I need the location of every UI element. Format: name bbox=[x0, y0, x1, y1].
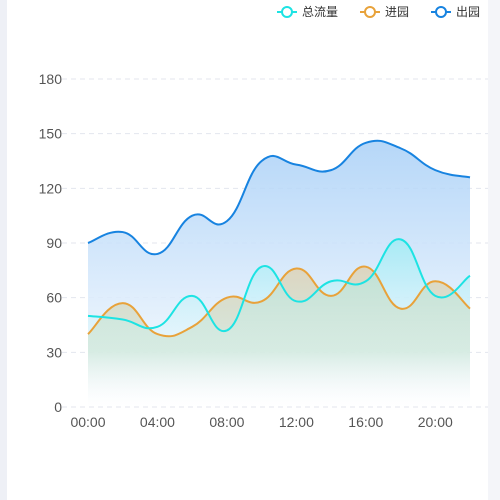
legend-line-circle-icon bbox=[276, 5, 297, 18]
legend: 总流量 进园 出园 bbox=[276, 3, 480, 20]
y-tick-label: 120 bbox=[39, 180, 63, 196]
series-lines bbox=[87, 139, 471, 338]
y-tick-label: 0 bbox=[54, 399, 62, 415]
y-tick-label: 150 bbox=[39, 126, 63, 142]
right-edge-strip bbox=[488, 0, 500, 500]
y-tick-label: 180 bbox=[39, 71, 63, 87]
y-tick-label: 90 bbox=[46, 235, 62, 251]
legend-item-total[interactable]: 总流量 bbox=[276, 3, 338, 20]
axes: 0 30 60 90 120 150 180 00:00 04:00 08:00 12:00 16:0… bbox=[39, 71, 488, 430]
y-tick-label: 60 bbox=[46, 290, 62, 306]
series-out-line bbox=[87, 139, 471, 256]
x-tick-label: 12:00 bbox=[279, 414, 314, 430]
left-edge-strip bbox=[0, 0, 7, 500]
series-in-line bbox=[87, 265, 471, 338]
x-tick-label: 08:00 bbox=[209, 414, 244, 430]
x-tick-label: 20:00 bbox=[418, 414, 453, 430]
series-total-area bbox=[88, 239, 470, 407]
x-tick-label: 00:00 bbox=[70, 414, 105, 430]
legend-item-out[interactable]: 出园 bbox=[430, 3, 480, 20]
legend-label: 进园 bbox=[384, 5, 409, 19]
legend-label: 出园 bbox=[455, 5, 480, 19]
legend-line-circle-icon bbox=[430, 5, 451, 18]
x-tick-label: 04:00 bbox=[140, 414, 175, 430]
series-areas bbox=[88, 140, 470, 407]
x-tick-label: 16:00 bbox=[348, 414, 383, 430]
legend-item-in[interactable]: 进园 bbox=[359, 3, 409, 20]
series-total-line bbox=[87, 238, 471, 332]
legend-line-circle-icon bbox=[359, 5, 380, 18]
legend-label: 总流量 bbox=[301, 5, 338, 19]
y-tick-label: 30 bbox=[46, 344, 62, 360]
